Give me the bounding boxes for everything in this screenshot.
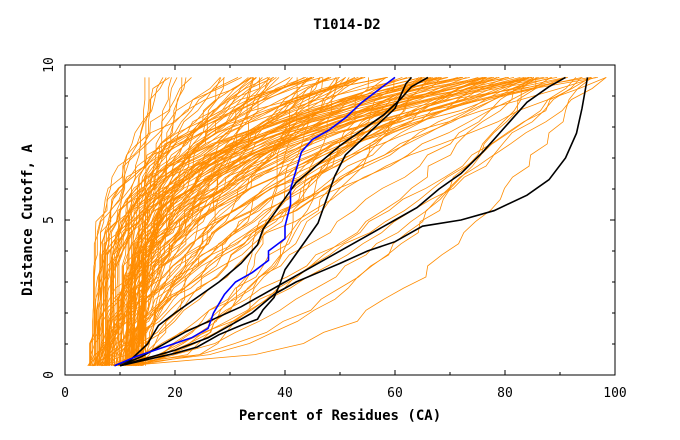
model-curve: [130, 77, 429, 367]
model-curve: [106, 77, 437, 366]
model-black-3: [119, 76, 413, 367]
model-curve: [137, 77, 167, 366]
model-curve: [94, 77, 291, 366]
y-tick-label: 5: [42, 216, 57, 224]
model-curve: [122, 77, 239, 366]
model-curve: [139, 77, 225, 366]
model-curve: [126, 77, 293, 366]
highlighted-models: [114, 76, 589, 367]
model-curve: [97, 77, 323, 366]
x-tick-label: 100: [603, 386, 626, 401]
model-curve: [125, 77, 531, 366]
model-curve: [140, 77, 534, 367]
model-curve: [92, 77, 420, 367]
x-axis-label: Percent of Residues (CA): [239, 408, 441, 424]
background-models: [87, 77, 607, 367]
model-curve: [128, 77, 432, 366]
model-curve: [105, 77, 509, 366]
model-curve: [137, 77, 592, 366]
model-curve: [90, 77, 251, 366]
model-curve: [112, 77, 526, 366]
model-blue: [114, 76, 396, 367]
model-curve: [117, 77, 313, 366]
model-curve: [123, 77, 535, 367]
axis-ticks: 0 20 40 60 80 100 0 5 10: [42, 57, 627, 401]
model-black-1: [114, 76, 429, 367]
chart-title: T1014-D2: [313, 17, 380, 33]
model-curve: [125, 77, 507, 366]
model-curve: [120, 77, 539, 366]
model-curve: [88, 77, 388, 366]
model-curve: [135, 77, 369, 367]
y-axis-label: Distance Cutoff, A: [20, 144, 36, 296]
model-curve: [91, 77, 366, 366]
x-tick-label: 0: [61, 386, 69, 401]
model-curve: [124, 77, 298, 367]
model-curve: [106, 77, 172, 366]
x-tick-label: 40: [277, 386, 293, 401]
model-curve: [109, 77, 525, 366]
model-curve: [126, 77, 593, 367]
model-curve: [94, 77, 492, 366]
model-curve: [106, 77, 508, 366]
model-curve: [110, 77, 277, 366]
model-curve: [103, 77, 530, 366]
model-curve: [127, 77, 485, 366]
model-black-4: [119, 76, 566, 367]
x-tick-label: 80: [497, 386, 513, 401]
model-curve: [93, 77, 275, 366]
model-curve: [101, 77, 552, 366]
model-curve: [126, 77, 424, 366]
model-curve: [132, 77, 549, 366]
model-curve: [108, 77, 269, 366]
x-tick-label: 20: [167, 386, 183, 401]
model-curve: [92, 77, 395, 367]
model-curve: [135, 77, 582, 367]
y-tick-label: 0: [42, 371, 57, 379]
model-curve: [112, 77, 340, 367]
model-curve: [106, 77, 567, 366]
model-curve: [124, 77, 607, 367]
x-tick-label: 60: [387, 386, 403, 401]
model-curve: [102, 77, 356, 366]
model-curve: [128, 77, 577, 367]
model-curve: [115, 77, 346, 366]
model-black-2: [119, 77, 589, 367]
model-curve: [101, 77, 538, 367]
model-curve: [100, 77, 350, 366]
model-curve: [118, 77, 537, 367]
model-curve: [132, 77, 486, 366]
y-tick-label: 10: [42, 57, 57, 73]
model-curve: [140, 77, 500, 366]
model-curve: [126, 77, 263, 366]
model-curve: [126, 77, 280, 366]
model-curve: [102, 77, 484, 366]
model-curve: [140, 77, 255, 366]
